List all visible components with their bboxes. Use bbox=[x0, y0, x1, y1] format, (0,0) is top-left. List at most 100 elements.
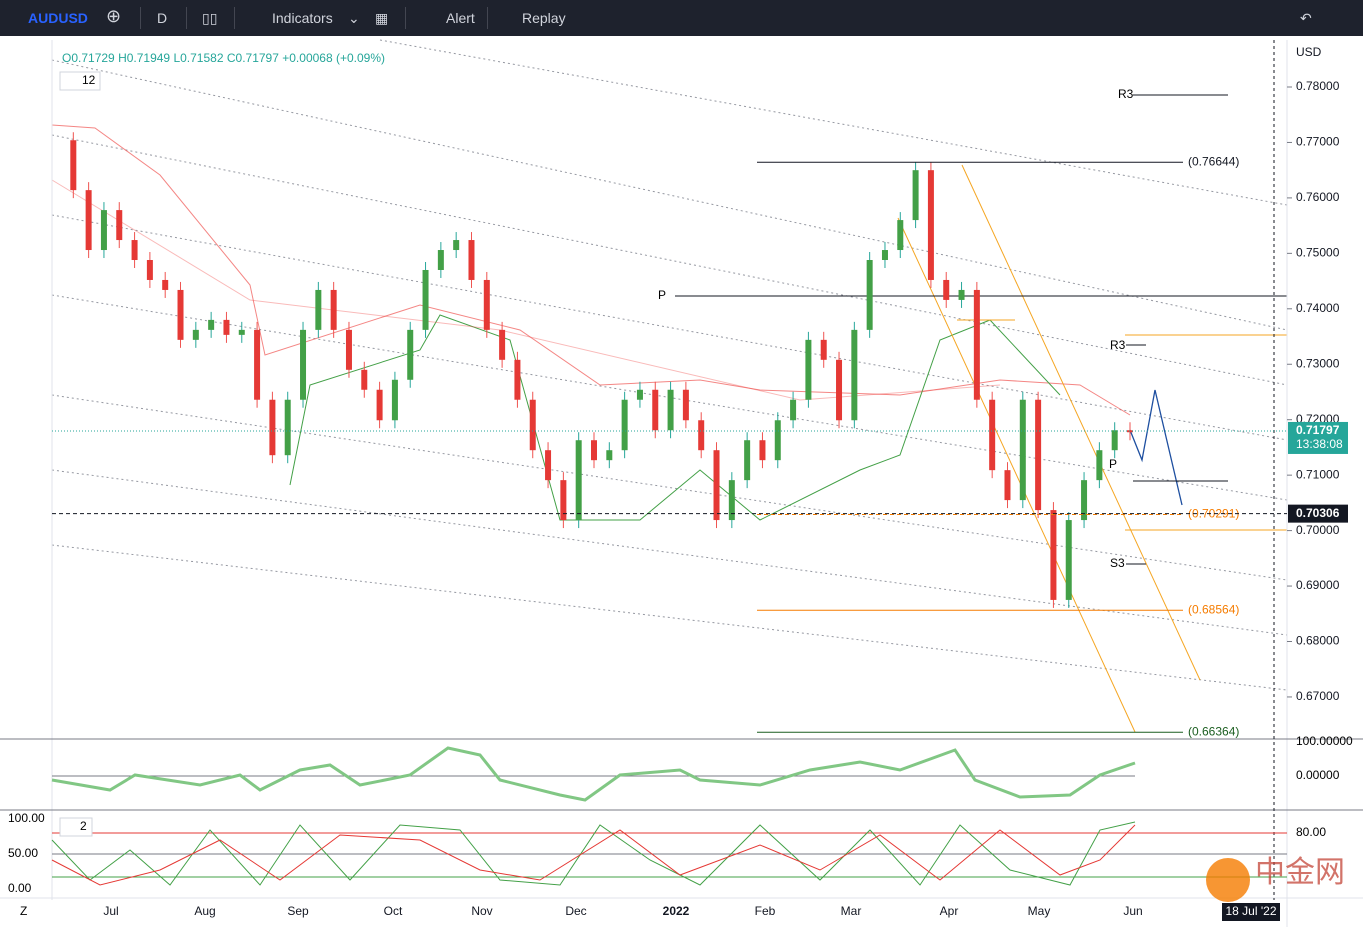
candle bbox=[1096, 450, 1103, 481]
candle bbox=[499, 329, 506, 360]
fib-label: (0.68564) bbox=[1188, 602, 1239, 616]
price-tick-label: 0.75000 bbox=[1296, 246, 1340, 260]
separator bbox=[487, 7, 488, 29]
candle bbox=[315, 289, 322, 330]
candle bbox=[361, 369, 368, 390]
candle bbox=[897, 220, 904, 251]
candle bbox=[820, 339, 827, 360]
price-tick-label: 0.69000 bbox=[1296, 578, 1340, 592]
last-price-badge bbox=[1288, 421, 1348, 454]
pivot-label: R3 bbox=[1118, 87, 1134, 101]
indicator-toggle[interactable] bbox=[59, 71, 101, 91]
candle bbox=[330, 289, 337, 330]
candle bbox=[575, 440, 582, 521]
candle bbox=[238, 329, 245, 335]
alert-button[interactable]: Alert bbox=[446, 10, 475, 26]
last-price: 0.71797 bbox=[1296, 423, 1340, 437]
candle bbox=[116, 210, 123, 241]
open: O0.71729 bbox=[62, 51, 115, 65]
close: C0.71797 bbox=[226, 51, 279, 65]
candle bbox=[85, 190, 92, 251]
crosshair-date: 18 Jul '22 bbox=[1226, 904, 1277, 918]
templates[interactable]: ▦ bbox=[375, 10, 389, 26]
interval[interactable]: D bbox=[157, 10, 168, 26]
crosshair-date-badge bbox=[1222, 903, 1280, 921]
time-label: Mar bbox=[841, 904, 862, 918]
candle bbox=[636, 389, 643, 400]
candle bbox=[912, 170, 919, 221]
candle bbox=[713, 450, 720, 521]
candle bbox=[453, 240, 460, 251]
price-tick-label: 0.78000 bbox=[1296, 79, 1340, 93]
candle bbox=[621, 399, 628, 451]
replay-button[interactable]: Replay bbox=[522, 10, 566, 26]
candle bbox=[774, 420, 781, 461]
osc-tick: 100.00 bbox=[8, 811, 45, 825]
axes bbox=[0, 40, 1363, 927]
candle bbox=[192, 329, 199, 340]
candle bbox=[652, 389, 659, 431]
time-label: Jul bbox=[103, 904, 118, 918]
trend-lines bbox=[897, 164, 1201, 733]
ohlc-legend: O0.71729 H0.71949 L0.71582 C0.71797 +0.0… bbox=[62, 51, 385, 65]
candles bbox=[70, 132, 1133, 608]
candle bbox=[284, 399, 291, 456]
pivot-label: P bbox=[1109, 457, 1117, 471]
candle bbox=[437, 250, 444, 270]
candle bbox=[836, 359, 843, 421]
candle bbox=[943, 279, 950, 300]
dropdown[interactable]: ⌄ bbox=[348, 10, 360, 26]
candle bbox=[391, 379, 398, 421]
osc-tick: 0.00000 bbox=[1296, 768, 1340, 782]
candle bbox=[300, 329, 307, 400]
separator bbox=[140, 7, 141, 29]
separator bbox=[186, 7, 187, 29]
candle bbox=[805, 339, 812, 400]
fib-label: (0.76644) bbox=[1188, 154, 1239, 168]
zoom-button[interactable]: Z bbox=[20, 904, 27, 918]
candle bbox=[698, 420, 705, 451]
time-label: Apr bbox=[940, 904, 959, 918]
time-label: Dec bbox=[565, 904, 586, 918]
pivot-lines bbox=[675, 94, 1287, 565]
time-label: Nov bbox=[471, 904, 492, 918]
candle bbox=[1004, 470, 1011, 501]
candle bbox=[254, 329, 261, 400]
add-symbol[interactable]: ⊕ bbox=[106, 6, 122, 26]
time-label: Oct bbox=[384, 904, 403, 918]
candle bbox=[468, 240, 475, 280]
candle bbox=[208, 319, 215, 330]
candle bbox=[177, 289, 184, 340]
candle bbox=[728, 480, 735, 521]
price-tick-label: 0.77000 bbox=[1296, 135, 1340, 149]
toolbar: AUDUSD ⊕ D ▯▯ Indicators ⌄ ▦ Alert Repla… bbox=[0, 0, 1363, 36]
candle bbox=[131, 240, 138, 261]
candle bbox=[1081, 480, 1088, 521]
candle bbox=[591, 440, 597, 461]
candle bbox=[667, 389, 674, 431]
candle bbox=[407, 329, 414, 380]
pivot-label: R3 bbox=[1110, 338, 1126, 352]
indicator-toggle[interactable] bbox=[59, 817, 93, 837]
candle bbox=[514, 359, 521, 400]
candle bbox=[989, 399, 996, 471]
osc-tick: 100.00000 bbox=[1296, 734, 1353, 748]
time-label: Aug bbox=[194, 904, 215, 918]
countdown: 13:38:08 bbox=[1296, 437, 1343, 451]
candle bbox=[70, 140, 77, 191]
undo[interactable]: ↶ bbox=[1300, 10, 1312, 26]
candle bbox=[529, 399, 536, 451]
price-tick-label: 0.67000 bbox=[1296, 689, 1340, 703]
candle bbox=[759, 440, 766, 461]
candle bbox=[223, 319, 230, 335]
time-label: Sep bbox=[287, 904, 309, 918]
candle bbox=[483, 279, 490, 330]
candle bbox=[1050, 510, 1057, 600]
time-label: Feb bbox=[755, 904, 776, 918]
indicator-count: 12 bbox=[82, 73, 96, 87]
chart-style[interactable]: ▯▯ bbox=[202, 10, 218, 26]
price-tick-label: 0.73000 bbox=[1296, 356, 1340, 370]
symbol[interactable]: AUDUSD bbox=[28, 10, 88, 26]
indicators-button[interactable]: Indicators bbox=[272, 10, 333, 26]
